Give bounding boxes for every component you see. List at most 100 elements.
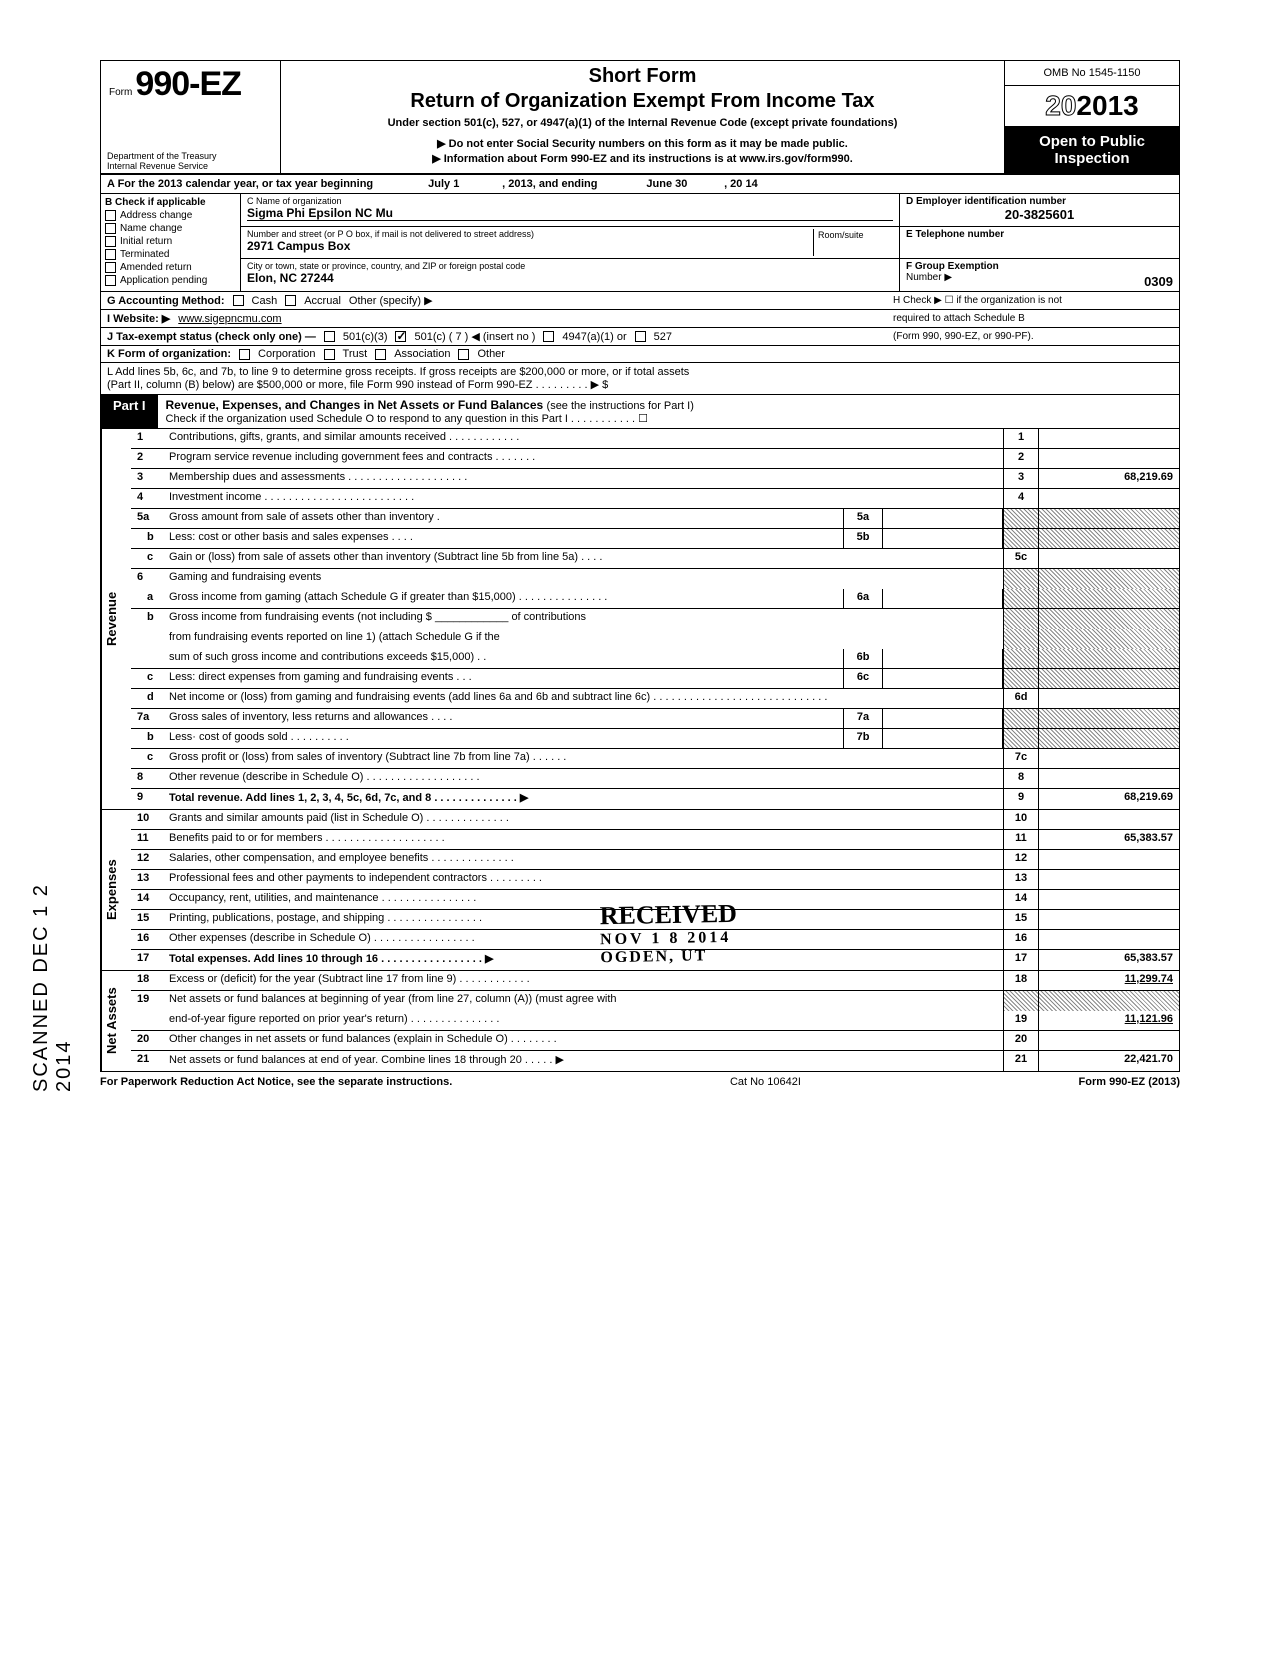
footer-mid: Cat No 10642I xyxy=(730,1076,801,1088)
ssn-warning: ▶ Do not enter Social Security numbers o… xyxy=(291,137,994,150)
header-row: Form 990-EZ Department of the Treasury I… xyxy=(100,60,1180,175)
line-7c: cGross profit or (loss) from sales of in… xyxy=(131,749,1179,769)
dept-treasury: Department of the Treasury xyxy=(107,151,275,161)
street-value: 2971 Campus Box xyxy=(247,239,813,253)
line-8: 8Other revenue (describe in Schedule O) … xyxy=(131,769,1179,789)
form-prefix: Form xyxy=(109,87,132,98)
row-g: G Accounting Method: Cash Accrual Other … xyxy=(100,292,1180,310)
e-label: E Telephone number xyxy=(906,229,1173,240)
chk-corp[interactable] xyxy=(239,349,250,360)
begin-date: July 1 xyxy=(428,178,459,190)
j-label: J Tax-exempt status (check only one) — xyxy=(107,331,316,343)
b-label: B Check if applicable xyxy=(105,197,236,208)
website: www.sigepncmu.com xyxy=(178,313,281,325)
form-990ez: SCANNED DEC 1 2 2014 Form 990-EZ Departm… xyxy=(100,60,1180,1092)
i-label: I Website: ▶ xyxy=(107,312,170,325)
g-label: G Accounting Method: xyxy=(107,295,225,307)
line-19-1: 19Net assets or fund balances at beginni… xyxy=(131,991,1179,1011)
chk-501c3[interactable] xyxy=(324,331,335,342)
info-grid: B Check if applicable Address change Nam… xyxy=(100,194,1180,292)
f-label: F Group Exemption xyxy=(906,261,1144,272)
h-text2: required to attach Schedule B xyxy=(893,313,1173,324)
footer-right: Form 990-EZ (2013) xyxy=(1079,1076,1180,1088)
line-6b-3: sum of such gross income and contributio… xyxy=(131,649,1179,669)
part1-label: Part I xyxy=(101,395,158,428)
line-6c: cLess: direct expenses from gaming and f… xyxy=(131,669,1179,689)
footer-left: For Paperwork Reduction Act Notice, see … xyxy=(100,1076,452,1088)
part1-title: Revenue, Expenses, and Changes in Net As… xyxy=(166,398,544,412)
line-20: 20Other changes in net assets or fund ba… xyxy=(131,1031,1179,1051)
footer: For Paperwork Reduction Act Notice, see … xyxy=(100,1072,1180,1092)
ein-value: 20-3825601 xyxy=(906,207,1173,222)
under-section: Under section 501(c), 527, or 4947(a)(1)… xyxy=(291,117,994,129)
chk-initial[interactable]: Initial return xyxy=(105,236,236,247)
city-label: City or town, state or province, country… xyxy=(247,261,893,271)
line-11: 11Benefits paid to or for members . . . … xyxy=(131,830,1179,850)
line-2: 2Program service revenue including gover… xyxy=(131,449,1179,469)
chk-cash[interactable] xyxy=(233,295,244,306)
netassets-section: Net Assets 18Excess or (deficit) for the… xyxy=(100,971,1180,1072)
line-13: 13Professional fees and other payments t… xyxy=(131,870,1179,890)
line-16: 16Other expenses (describe in Schedule O… xyxy=(131,930,1179,950)
line-10: 10Grants and similar amounts paid (list … xyxy=(131,810,1179,830)
form-number: 990-EZ xyxy=(135,65,241,103)
row-k: K Form of organization: Corporation Trus… xyxy=(100,346,1180,363)
h-text: H Check ▶ ☐ if the organization is not xyxy=(893,295,1173,306)
line-5c: cGain or (loss) from sale of assets othe… xyxy=(131,549,1179,569)
chk-name[interactable]: Name change xyxy=(105,223,236,234)
street-label: Number and street (or P O box, if mail i… xyxy=(247,229,813,239)
line-6b-1: b Gross income from fundraising events (… xyxy=(131,609,1179,629)
info-line: ▶ Information about Form 990-EZ and its … xyxy=(291,152,994,165)
dept-irs: Internal Revenue Service xyxy=(107,161,275,171)
line-9: 9Total revenue. Add lines 1, 2, 3, 4, 5c… xyxy=(131,789,1179,809)
part1-header: Part I Revenue, Expenses, and Changes in… xyxy=(100,395,1180,429)
chk-501c[interactable] xyxy=(395,331,406,342)
line-6a: aGross income from gaming (attach Schedu… xyxy=(131,589,1179,609)
room-label: Room/suite xyxy=(818,230,864,240)
expenses-section: Expenses 10Grants and similar amounts pa… xyxy=(100,810,1180,971)
right-header: OMB No 1545-1150 202013 Open to Public I… xyxy=(1004,61,1179,173)
col-de: D Employer identification number 20-3825… xyxy=(899,194,1179,291)
l-line2: (Part II, column (B) below) are $500,000… xyxy=(107,378,1173,391)
line-5b: bLess: cost or other basis and sales exp… xyxy=(131,529,1179,549)
city-value: Elon, NC 27244 xyxy=(247,271,893,285)
chk-4947[interactable] xyxy=(543,331,554,342)
chk-527[interactable] xyxy=(635,331,646,342)
chk-trust[interactable] xyxy=(324,349,335,360)
line-18: 18Excess or (deficit) for the year (Subt… xyxy=(131,971,1179,991)
chk-accrual[interactable] xyxy=(285,295,296,306)
chk-amended[interactable]: Amended return xyxy=(105,262,236,273)
col-b: B Check if applicable Address change Nam… xyxy=(101,194,241,291)
row-j: J Tax-exempt status (check only one) — 5… xyxy=(100,328,1180,346)
line-6d: dNet income or (loss) from gaming and fu… xyxy=(131,689,1179,709)
scanned-stamp: SCANNED DEC 1 2 2014 xyxy=(30,880,76,1092)
row-a: A For the 2013 calendar year, or tax yea… xyxy=(100,175,1180,194)
org-name: Sigma Phi Epsilon NC Mu xyxy=(247,206,893,221)
end-year: , 20 14 xyxy=(724,178,758,190)
chk-other[interactable] xyxy=(458,349,469,360)
chk-address[interactable]: Address change xyxy=(105,210,236,221)
part1-sub: (see the instructions for Part I) xyxy=(547,400,694,412)
f-label2: Number ▶ xyxy=(906,272,1144,283)
row-a-label: A For the 2013 calendar year, or tax yea… xyxy=(107,178,373,190)
omb-number: OMB No 1545-1150 xyxy=(1005,61,1179,86)
row-i: I Website: ▶ www.sigepncmu.com required … xyxy=(100,310,1180,328)
mid-text: , 2013, and ending xyxy=(502,178,597,190)
header-title-cell: Short Form Return of Organization Exempt… xyxy=(281,61,1004,173)
line-14: 14Occupancy, rent, utilities, and mainte… xyxy=(131,890,1179,910)
line-21: 21Net assets or fund balances at end of … xyxy=(131,1051,1179,1071)
netassets-label: Net Assets xyxy=(101,971,131,1071)
chk-terminated[interactable]: Terminated xyxy=(105,249,236,260)
d-label: D Employer identification number xyxy=(906,196,1173,207)
return-title: Return of Organization Exempt From Incom… xyxy=(291,90,994,113)
short-form-label: Short Form xyxy=(291,65,994,88)
g-other: Other (specify) ▶ xyxy=(349,294,433,307)
l-line1: L Add lines 5b, 6c, and 7b, to line 9 to… xyxy=(107,366,1173,378)
chk-assoc[interactable] xyxy=(375,349,386,360)
end-date: June 30 xyxy=(646,178,687,190)
expenses-label: Expenses xyxy=(101,810,131,970)
k-label: K Form of organization: xyxy=(107,348,231,360)
chk-pending[interactable]: Application pending xyxy=(105,275,236,286)
line-19-2: end-of-year figure reported on prior yea… xyxy=(131,1011,1179,1031)
line-12: 12Salaries, other compensation, and empl… xyxy=(131,850,1179,870)
